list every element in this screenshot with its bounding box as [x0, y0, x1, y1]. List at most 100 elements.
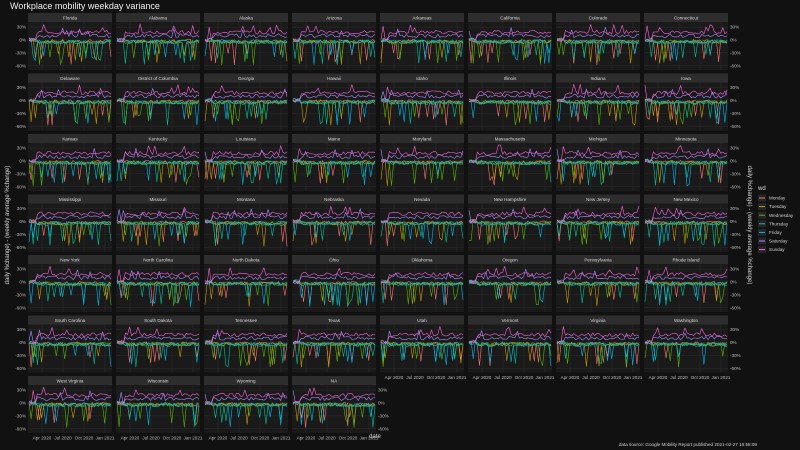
series-line-thursday: [116, 340, 200, 368]
series-line-sunday: [292, 84, 376, 102]
series-line-thursday: [556, 279, 640, 304]
facet-strip: [292, 315, 376, 325]
facet-strip: [644, 255, 728, 264]
series-line-friday: [116, 37, 200, 58]
series-line-sunday: [380, 24, 464, 40]
y-tick-label-right: 30%: [730, 206, 739, 211]
facet-plot-area: [116, 264, 200, 312]
series-line-friday: [556, 341, 640, 366]
series-line-friday: [204, 340, 288, 347]
series-line-saturday: [380, 215, 464, 223]
series-line-thursday: [28, 342, 112, 365]
series-line-sunday: [292, 205, 376, 224]
series-line-thursday: [644, 100, 728, 119]
facet-strip: [204, 255, 288, 264]
x-tick-label: Oct 2020: [251, 436, 270, 441]
series-line-saturday: [380, 89, 464, 103]
y-tick-label-right: -60%: [730, 305, 741, 310]
facet-panel: NA 30% 0% -30% -60% Apr 2020 Jul 2020 Oct 2020 J…: [292, 376, 389, 441]
facet-strip: [556, 194, 640, 204]
facet-strip: [380, 13, 464, 22]
series-line-friday: [468, 160, 552, 165]
x-tick-label: Apr 2020: [297, 436, 316, 441]
facet-label: Oregon: [502, 257, 518, 262]
series-line-saturday: [644, 33, 728, 43]
series-line-wednesday: [292, 37, 376, 65]
y-tick-label: 30%: [17, 206, 26, 211]
series-line-sunday: [116, 145, 200, 163]
series-line-friday: [204, 160, 288, 185]
series-line-friday: [116, 341, 200, 365]
series-line-wednesday: [380, 38, 464, 63]
facet-label: Oklahoma: [412, 257, 433, 262]
facet-strip: [28, 255, 112, 264]
series-line-monday: [116, 280, 200, 307]
facet-plot-area: [204, 82, 288, 131]
facet-panel: Indiana: [556, 73, 640, 131]
facet-label: New Jersey: [586, 197, 611, 202]
series-line-sunday: [556, 205, 640, 223]
series-line-thursday: [28, 37, 112, 61]
y-tick-label: -30%: [15, 171, 26, 176]
series-line-wednesday: [204, 341, 288, 368]
series-line-friday: [116, 400, 200, 426]
y-tick-label: 0%: [19, 340, 26, 345]
series-line-sunday: [556, 146, 640, 162]
x-tick-label: Oct 2020: [427, 375, 446, 380]
series-line-tuesday: [292, 158, 376, 184]
facet-label: California: [500, 15, 520, 20]
y-tick-label: 30%: [17, 327, 26, 332]
series-line-sunday: [116, 23, 200, 43]
series-line-thursday: [116, 403, 200, 427]
facet-label: Illinois: [504, 76, 517, 81]
y-tick-label: -60%: [15, 305, 26, 310]
facet-strip: [292, 134, 376, 143]
series-line-friday: [292, 38, 376, 65]
y-tick-label: -60%: [15, 426, 26, 431]
x-tick-label: Jan 2021: [448, 375, 467, 380]
facet-plot-area: [380, 143, 464, 191]
facet-plot-area: [28, 203, 112, 252]
series-line-sunday: [644, 145, 728, 163]
facet-panel: Michigan: [556, 134, 640, 191]
series-line-sunday: [204, 389, 288, 404]
series-line-saturday: [556, 149, 640, 163]
series-line-friday: [28, 160, 112, 183]
x-tick-label: Apr 2020: [33, 436, 52, 441]
facet-panel: Alabama: [116, 13, 200, 70]
facet-panel: Ohio: [292, 255, 376, 312]
series-line-thursday: [204, 280, 288, 297]
series-line-friday: [381, 279, 464, 306]
series-line-sunday: [468, 30, 552, 42]
series-line-friday: [644, 98, 728, 124]
facet-label: Georgia: [238, 76, 255, 81]
facet-plot-area: [380, 82, 464, 131]
series-line-friday: [468, 219, 552, 244]
series-line-sunday: [644, 85, 728, 103]
facet-label: Tennessee: [235, 318, 258, 323]
x-tick-label: Jan 2021: [712, 375, 731, 380]
facet-plot-area: [644, 143, 728, 191]
series-line-friday: [116, 159, 200, 183]
facet-label: New York: [60, 257, 80, 262]
series-line-sunday: [556, 266, 640, 283]
y-tick-label: 30%: [17, 146, 26, 151]
y-tick-label-right: 0%: [730, 159, 737, 164]
series-line-sunday: [468, 327, 552, 344]
facet-plot-area: [468, 264, 552, 312]
facet-strip: [204, 13, 288, 22]
facet-plot-area: [292, 264, 376, 312]
facet-panel: Texas: [292, 315, 376, 373]
facet-label: Colorado: [589, 15, 608, 20]
series-line-sunday: [292, 25, 376, 42]
series-line-tuesday: [468, 340, 552, 362]
series-line-wednesday: [556, 340, 640, 364]
series-line-thursday: [468, 220, 552, 226]
facet-strip: [644, 134, 728, 143]
y-tick-label-right: 30%: [730, 146, 739, 151]
series-line-thursday: [204, 401, 288, 425]
facet-panel: Kentucky: [116, 134, 200, 191]
legend-label: Friday: [769, 230, 782, 235]
series-line-saturday: [644, 209, 728, 224]
facet-panel: South Carolina 30% 0% -30% -60%: [15, 315, 112, 373]
